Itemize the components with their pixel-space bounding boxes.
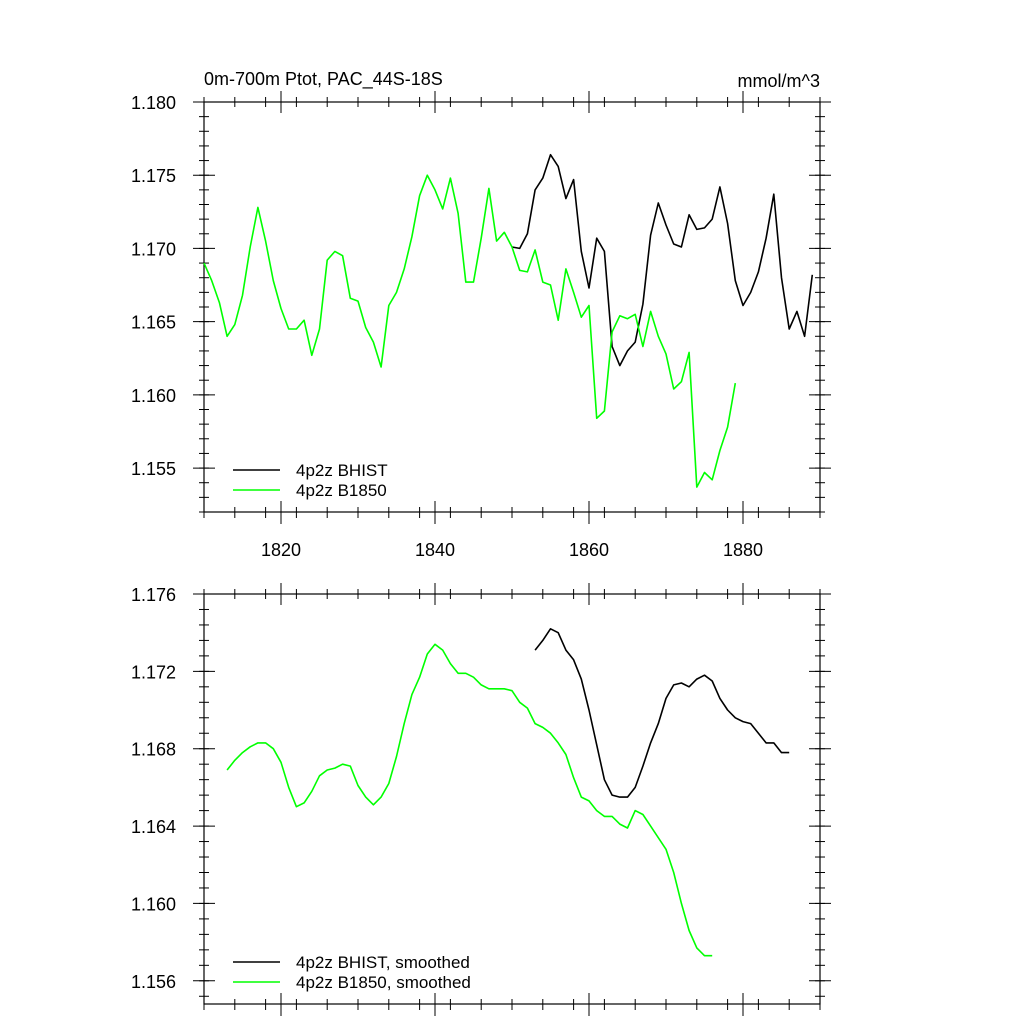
top-y-tick-label: 1.170 [131,239,176,259]
top-panel-title: 0m-700m Ptot, PAC_44S-18S [204,69,443,90]
bottom-legend: 4p2z BHIST, smoothed 4p2z B1850, smoothe… [233,953,471,992]
top-y-tick-label: 1.160 [131,386,176,406]
legend-label-bhist: 4p2z BHIST [296,461,388,480]
legend-label-b1850: 4p2z B1850 [296,481,387,500]
bottom-y-tick-label: 1.164 [131,817,176,837]
top-x-tick-label: 1880 [723,540,763,560]
bottom-y-tick-label: 1.160 [131,894,176,914]
top-series-line-bhist [511,153,814,367]
bottom-y-tick-label: 1.172 [131,662,176,682]
bottom-plot-frame [203,593,821,1005]
bottom-series-line-bhist [534,627,790,798]
top-series-lines [203,153,814,488]
bottom-series-line-b1850 [226,643,713,957]
top-y-tick-label: 1.175 [131,166,176,186]
top-x-tick-label: 1860 [569,540,609,560]
top-y-tick-label: 1.155 [131,459,176,479]
bottom-y-tick-label: 1.168 [131,740,176,760]
legend-label-b1850-smoothed: 4p2z B1850, smoothed [296,973,471,992]
top-series-line-b1850 [203,174,737,488]
top-axis-ticks: 1820 1840 1860 1880 1.155 1.160 1.165 1.170 1.17… [131,91,831,560]
top-y-tick-label: 1.180 [131,93,176,113]
top-panel-units: mmol/m^3 [738,71,820,91]
legend-label-bhist-smoothed: 4p2z BHIST, smoothed [296,953,470,972]
top-x-tick-label: 1840 [415,540,455,560]
top-y-tick-label: 1.165 [131,313,176,333]
top-legend: 4p2z BHIST 4p2z B1850 [233,461,388,500]
bottom-axis-ticks: 1.156 1.160 1.164 1.168 1.172 1.176 [131,583,831,1016]
top-panel: 0m-700m Ptot, PAC_44S-18S mmol/m^3 1820 1… [131,69,831,560]
bottom-panel: 1.156 1.160 1.164 1.168 1.172 1.176 4p2z BHIS… [131,583,831,1016]
top-x-tick-label: 1820 [261,540,301,560]
bottom-series-lines [226,627,790,957]
top-plot-frame [203,101,821,513]
bottom-y-tick-label: 1.176 [131,585,176,605]
bottom-y-tick-label: 1.156 [131,972,176,992]
